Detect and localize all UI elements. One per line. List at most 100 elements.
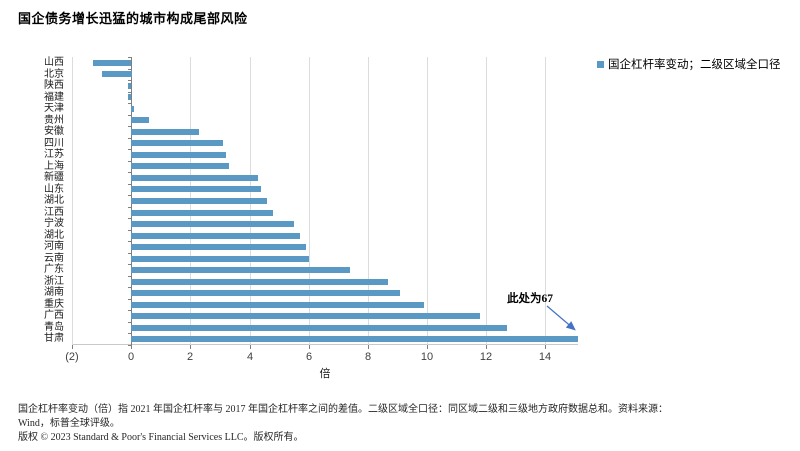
category-tick <box>128 310 132 311</box>
category-tick <box>128 138 132 139</box>
category-tick <box>128 276 132 277</box>
bar-甘肃 <box>131 336 578 342</box>
y-label-北京: 北京 <box>44 69 64 80</box>
annotation-arrow-icon <box>546 305 576 331</box>
x-tick-label: 14 <box>538 351 552 363</box>
bar-江苏 <box>131 152 226 158</box>
category-tick <box>128 126 132 127</box>
chart-title: 国企债务增长迅猛的城市构成尾部风险 <box>18 11 248 26</box>
x-axis-tick <box>250 345 251 349</box>
footnote-definition: 国企杠杆率变动（倍）指 2021 年国企杠杆率与 2017 年国企杠杆率之间的差… <box>18 404 668 415</box>
bar-广西 <box>131 313 480 319</box>
gridline <box>486 57 487 345</box>
category-tick <box>128 253 132 254</box>
bar-河南 <box>131 244 306 250</box>
category-tick <box>128 149 132 150</box>
bar-宁波 <box>131 221 294 227</box>
category-tick <box>128 207 132 208</box>
y-label-贵州: 贵州 <box>44 115 64 126</box>
category-tick <box>128 57 132 58</box>
category-tick <box>128 69 132 70</box>
copyright-notice: 版权 © 2023 Standard & Poor's Financial Se… <box>18 432 304 443</box>
y-label-上海: 上海 <box>44 161 64 172</box>
y-label-天津: 天津 <box>44 103 64 114</box>
y-label-山西: 山西 <box>44 57 64 68</box>
category-tick <box>128 322 132 323</box>
y-label-四川: 四川 <box>44 138 64 149</box>
gridline <box>309 57 310 345</box>
bar-云南 <box>131 256 309 262</box>
category-tick <box>128 218 132 219</box>
category-tick <box>128 333 132 334</box>
category-tick <box>128 241 132 242</box>
bar-青岛 <box>131 325 507 331</box>
y-label-云南: 云南 <box>44 253 64 264</box>
category-tick <box>128 264 132 265</box>
y-label-重庆: 重庆 <box>44 299 64 310</box>
x-tick-label: 2 <box>186 351 194 363</box>
bar-四川 <box>131 140 223 146</box>
y-label-福建: 福建 <box>44 92 64 103</box>
gridline <box>545 57 546 345</box>
bar-陕西 <box>128 83 131 89</box>
x-axis-tick <box>72 345 73 349</box>
y-label-河南: 河南 <box>44 241 64 252</box>
legend-label: 国企杠杆率变动；二级区域全口径 <box>608 59 781 71</box>
y-label-江苏: 江苏 <box>44 149 64 160</box>
bar-广东 <box>131 267 350 273</box>
bar-山东 <box>131 186 261 192</box>
x-axis-tick <box>368 345 369 349</box>
footnote-source: Wind，标普全球评级。 <box>18 418 120 429</box>
x-tick-label: 8 <box>364 351 372 363</box>
bar-浙江 <box>131 279 388 285</box>
bar-山西 <box>93 60 131 66</box>
x-axis-tick <box>545 345 546 349</box>
y-label-湖南: 湖南 <box>44 287 64 298</box>
y-label-陕西: 陕西 <box>44 80 64 91</box>
gridline <box>72 57 73 345</box>
bar-湖北 <box>131 198 267 204</box>
category-tick <box>128 299 132 300</box>
x-axis-tick <box>486 345 487 349</box>
x-tick-label: 6 <box>305 351 313 363</box>
y-label-广西: 广西 <box>44 310 64 321</box>
category-tick <box>128 92 132 93</box>
y-label-湖北: 湖北 <box>44 195 64 206</box>
plot-area <box>72 57 578 349</box>
y-label-浙江: 浙江 <box>44 276 64 287</box>
bar-福建 <box>128 94 131 100</box>
y-label-青岛: 青岛 <box>44 322 64 333</box>
category-tick <box>128 287 132 288</box>
x-tick-label: (2) <box>65 351 79 363</box>
category-tick <box>128 230 132 231</box>
bar-湖南 <box>131 290 400 296</box>
y-label-宁波: 宁波 <box>44 218 64 229</box>
x-tick-label: 4 <box>246 351 254 363</box>
y-label-江西: 江西 <box>44 207 64 218</box>
category-tick <box>128 80 132 81</box>
y-axis-labels: 山西 北京 陕西 福建 天津 贵州 安徽 四川 江苏 上海 新疆 山东 湖北 江西 宁波 湖北 河南 云南 广东 浙江… <box>26 57 64 345</box>
x-axis-tick <box>131 345 132 349</box>
x-tick-label: 0 <box>127 351 135 363</box>
category-tick <box>128 172 132 173</box>
x-tick-label: 10 <box>420 351 434 363</box>
legend-swatch-icon <box>597 60 604 68</box>
bar-江西 <box>131 210 273 216</box>
bar-北京 <box>102 71 132 77</box>
y-label-山东: 山东 <box>44 184 64 195</box>
y-label-新疆: 新疆 <box>44 172 64 183</box>
x-axis-tick <box>190 345 191 349</box>
gridline <box>368 57 369 345</box>
category-tick <box>128 195 132 196</box>
bar-安徽 <box>131 129 199 135</box>
bar-贵州 <box>131 117 149 123</box>
gridline <box>427 57 428 345</box>
category-tick <box>128 103 132 104</box>
category-tick <box>128 115 132 116</box>
bar-上海 <box>131 163 229 169</box>
x-axis-tick <box>309 345 310 349</box>
x-axis-line <box>72 344 578 345</box>
category-tick <box>128 345 132 346</box>
bar-天津 <box>131 106 134 112</box>
x-axis-tick <box>427 345 428 349</box>
